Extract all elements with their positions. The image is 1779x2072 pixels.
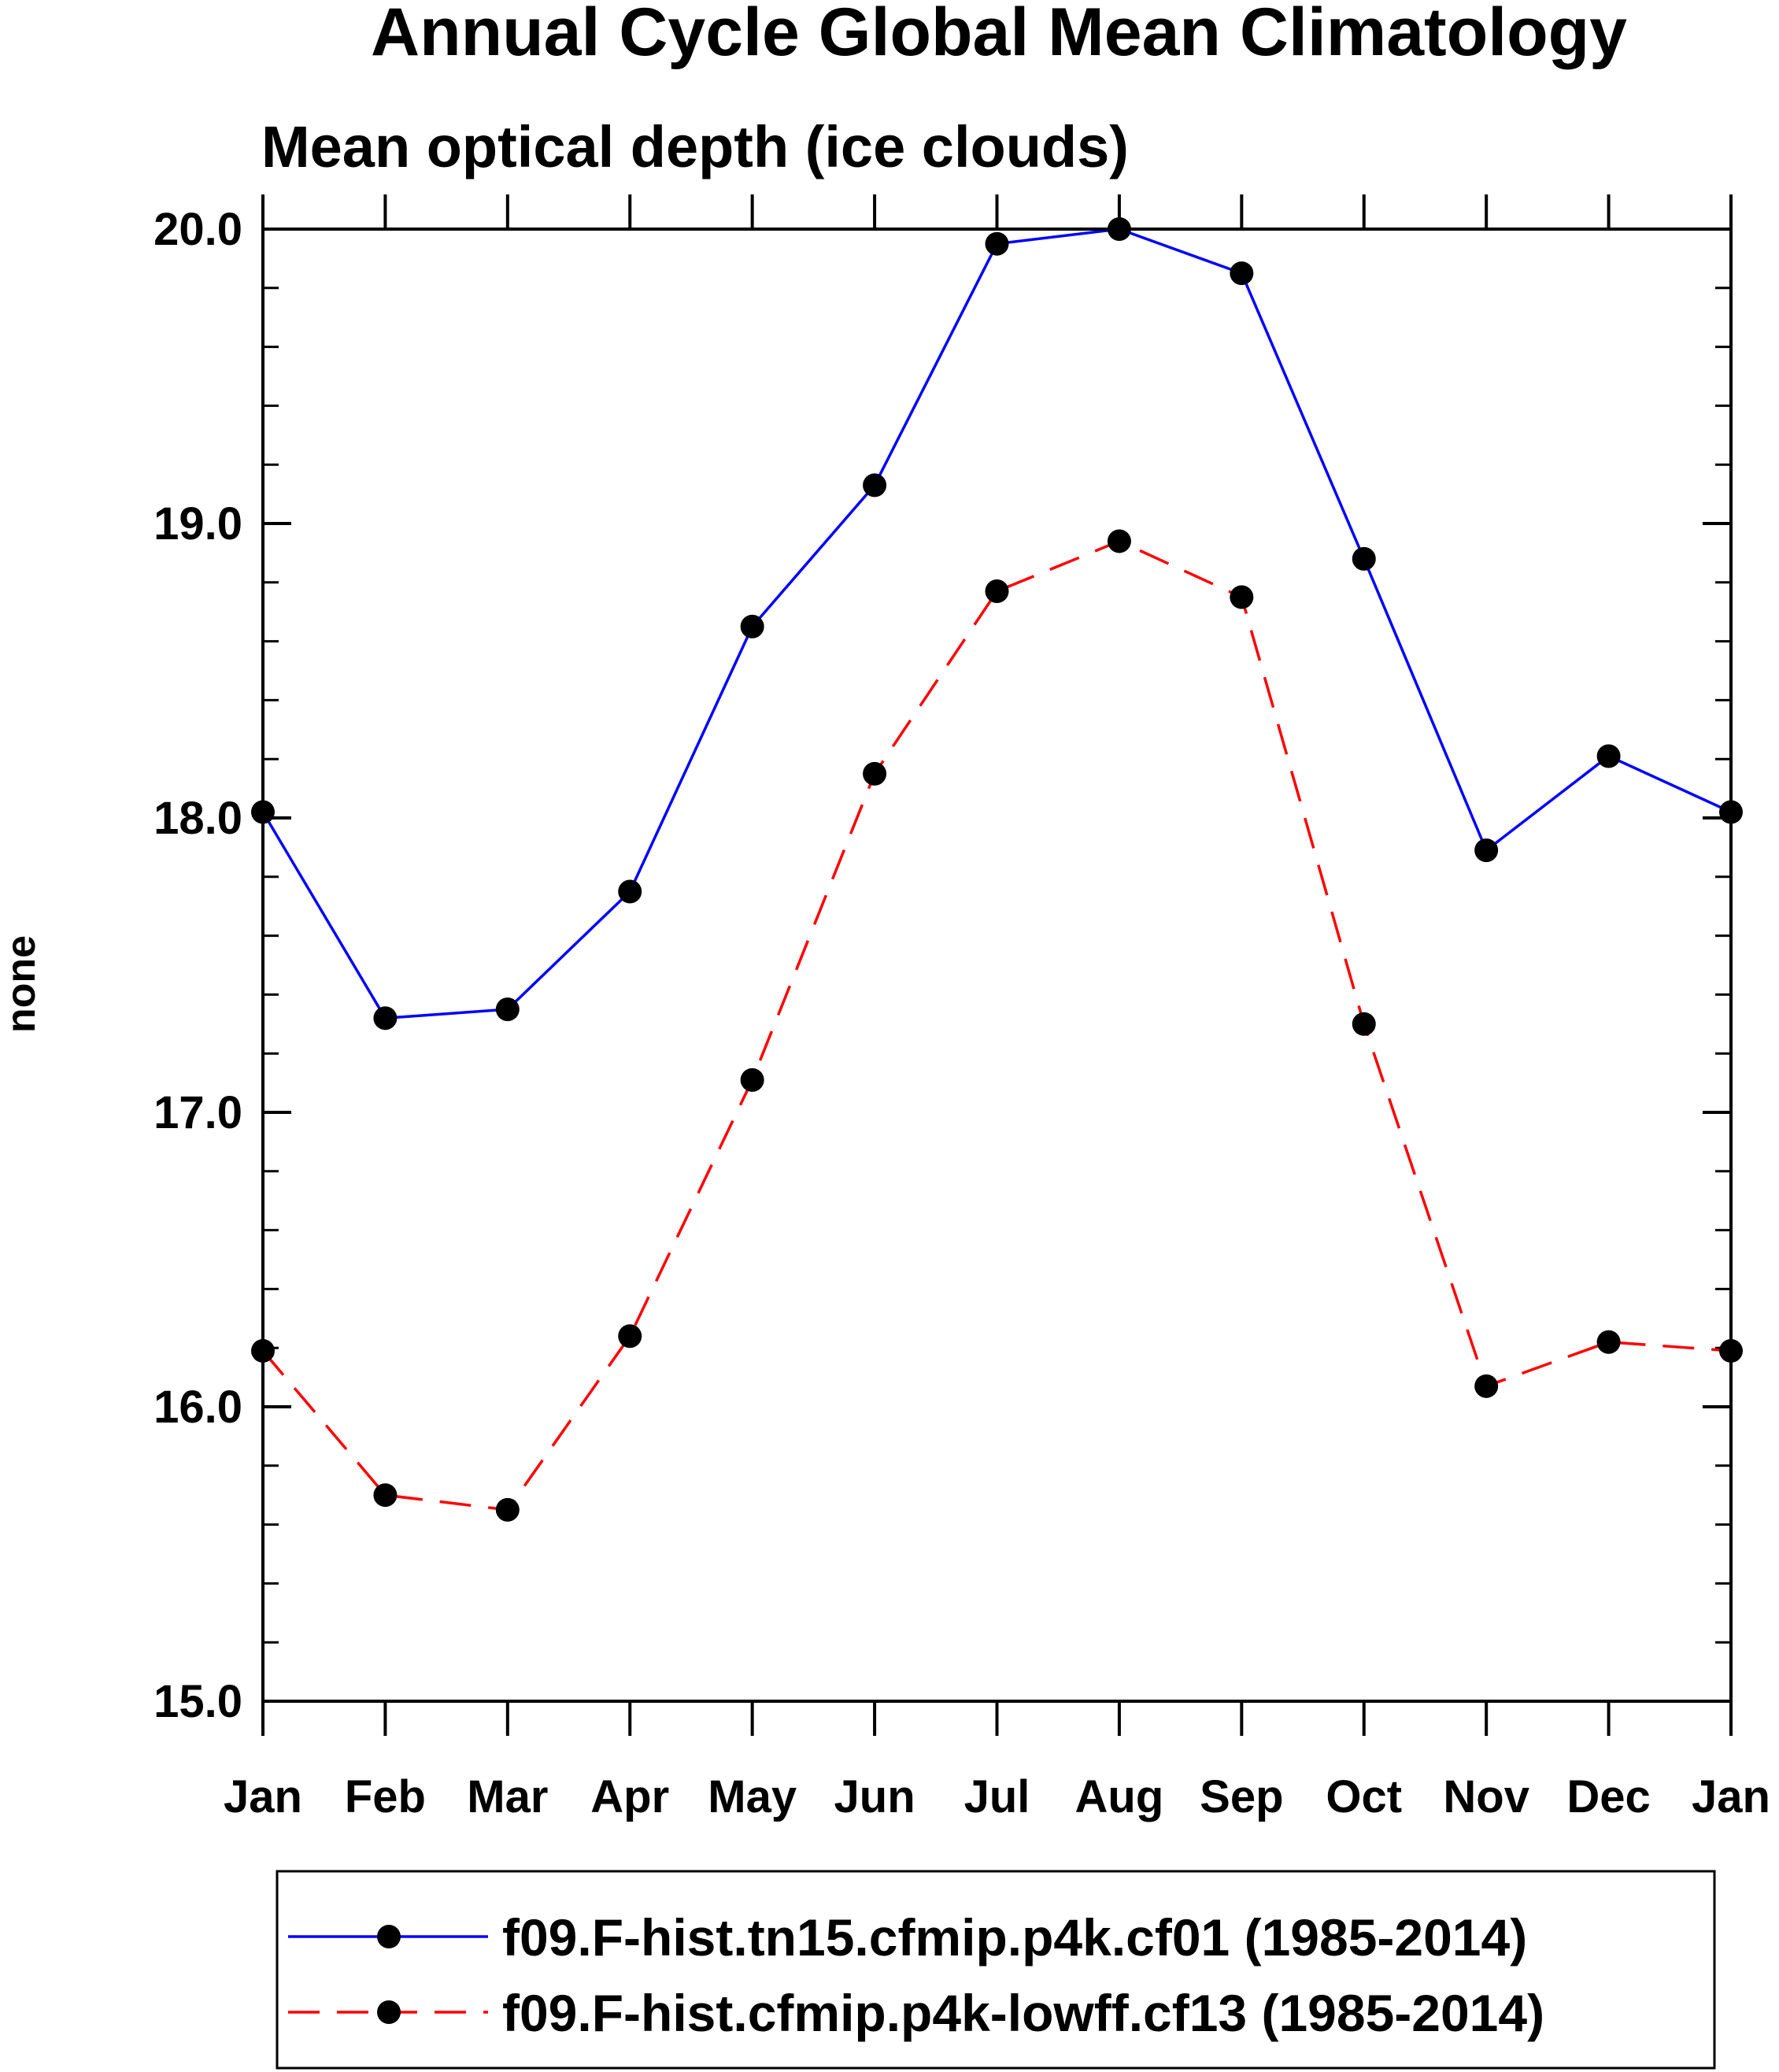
data-point — [373, 1006, 398, 1030]
legend-marker — [377, 2000, 401, 2024]
data-point — [1596, 744, 1621, 768]
data-point — [1474, 1374, 1499, 1398]
data-point — [740, 614, 764, 638]
series-layer — [251, 217, 1743, 1522]
x-tick-label: May — [708, 1771, 797, 1822]
x-tick-label: Jun — [834, 1771, 915, 1822]
x-tick-label: Nov — [1443, 1771, 1529, 1822]
y-tick-label: 20.0 — [153, 204, 242, 255]
data-point — [985, 231, 1009, 256]
legend-box — [276, 1870, 1716, 2070]
data-point — [1352, 546, 1376, 571]
x-tick-label: Aug — [1075, 1771, 1164, 1822]
axis-ticks — [261, 194, 1733, 1736]
data-point — [863, 473, 887, 498]
x-tick-label: Dec — [1566, 1771, 1650, 1822]
data-point — [373, 1483, 398, 1508]
series-line — [261, 228, 1732, 1020]
legend-label: f09.F-hist.cfmip.p4k-lowff.cf13 (1985-20… — [502, 1984, 1544, 2042]
legend-marker — [377, 1925, 401, 1948]
x-tick-label: Jan — [224, 1771, 302, 1822]
chart-subtitle: Mean optical depth (ice clouds) — [261, 114, 1129, 179]
y-tick-label: 17.0 — [153, 1087, 242, 1138]
chart-title: Annual Cycle Global Mean Climatology — [371, 0, 1627, 70]
y-tick-label: 18.0 — [153, 793, 242, 844]
data-point — [740, 1067, 764, 1092]
x-tick-label: Oct — [1326, 1771, 1402, 1822]
y-tick-label: 16.0 — [153, 1382, 242, 1433]
x-tick-label: Sep — [1200, 1771, 1283, 1822]
data-point — [1230, 261, 1254, 286]
x-tick-label: Jan — [1692, 1771, 1770, 1822]
data-point — [1352, 1012, 1376, 1036]
plot-frame — [261, 228, 1733, 1703]
data-point — [863, 761, 887, 786]
data-point — [495, 1497, 520, 1522]
y-tick-label: 19.0 — [153, 498, 242, 549]
y-axis-label: none — [0, 935, 44, 1033]
x-tick-label: Apr — [590, 1771, 669, 1822]
y-tick-label: 15.0 — [153, 1676, 242, 1727]
data-point — [618, 1324, 642, 1349]
axis-tick-labels: 15.0 16.0 17.0 18.0 19.0 20.0 Jan Feb Mar Apr May J… — [153, 204, 1770, 1822]
legend-label: f09.F-hist.tn15.cfmip.p4k.cf01 (1985-201… — [502, 1908, 1527, 1967]
data-point — [618, 879, 642, 904]
legend: f09.F-hist.tn15.cfmip.p4k.cf01 (1985-201… — [276, 1870, 1716, 2070]
x-tick-label: Jul — [964, 1771, 1030, 1822]
data-point — [985, 579, 1009, 604]
data-point — [1596, 1330, 1621, 1354]
data-point — [1107, 529, 1131, 553]
x-tick-label: Mar — [467, 1771, 548, 1822]
series-line — [261, 539, 1732, 1511]
data-point — [495, 997, 520, 1022]
data-point — [1474, 838, 1499, 863]
data-point — [1230, 585, 1254, 609]
x-tick-label: Feb — [345, 1771, 426, 1822]
